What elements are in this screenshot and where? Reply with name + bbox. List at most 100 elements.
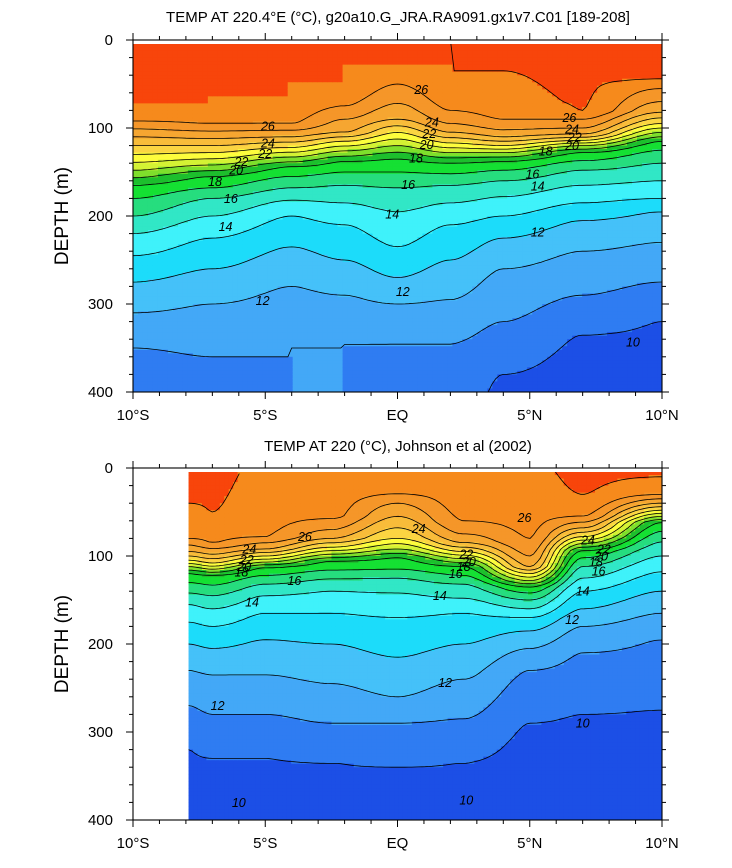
temperature-cell <box>267 296 274 302</box>
temperature-cell <box>322 194 329 199</box>
temperature-cell <box>252 289 259 295</box>
temperature-cell <box>202 184 209 189</box>
temperature-cell <box>222 314 229 319</box>
temperature-cell <box>307 363 314 368</box>
temperature-cell <box>267 138 274 143</box>
temperature-cell <box>347 275 354 280</box>
temperature-cell <box>232 135 239 140</box>
temperature-cell <box>267 374 274 379</box>
temperature-cell <box>317 356 324 361</box>
temperature-cell <box>367 293 374 298</box>
temperature-cell <box>162 163 169 168</box>
temperature-cell <box>272 96 279 101</box>
temperature-cell <box>172 349 179 354</box>
temperature-cell <box>202 339 209 344</box>
temperature-cell <box>227 318 234 323</box>
temperature-cell <box>272 332 279 337</box>
temperature-cell <box>262 110 269 115</box>
temperature-cell <box>297 261 304 266</box>
temperature-cell <box>282 205 289 210</box>
temperature-cell <box>327 275 334 280</box>
temperature-cell <box>177 247 184 252</box>
temperature-cell <box>302 205 309 210</box>
temperature-cell <box>332 142 339 147</box>
temperature-cell <box>267 335 274 340</box>
temperature-cell <box>272 170 279 175</box>
temperature-cell <box>362 233 369 238</box>
temperature-cell <box>332 44 339 48</box>
temperature-cell <box>332 335 339 340</box>
temperature-cell <box>177 201 184 207</box>
temperature-cell <box>337 138 344 143</box>
temperature-cell <box>277 82 284 87</box>
temperature-cell <box>267 282 274 287</box>
temperature-cell <box>257 353 264 358</box>
temperature-cell <box>172 272 179 277</box>
temperature-cell <box>277 293 284 298</box>
temperature-cell <box>312 201 319 207</box>
temperature-cell <box>332 300 339 305</box>
temperature-cell <box>167 142 174 147</box>
temperature-cell <box>192 194 199 199</box>
temperature-cell <box>157 92 164 97</box>
temperature-cell <box>277 296 284 302</box>
temperature-cell <box>377 156 384 161</box>
temperature-cell <box>312 173 319 178</box>
temperature-cell <box>337 163 344 168</box>
temperature-cell <box>217 279 224 284</box>
temperature-cell <box>377 275 384 280</box>
temperature-cell <box>297 117 304 122</box>
temperature-cell <box>237 370 244 375</box>
temperature-cell <box>337 110 344 115</box>
temperature-cell <box>142 177 149 182</box>
temperature-cell <box>157 370 164 375</box>
temperature-cell <box>262 54 269 59</box>
temperature-cell <box>137 71 144 76</box>
temperature-cell <box>212 223 219 228</box>
temperature-cell <box>327 300 334 305</box>
temperature-cell <box>222 71 229 76</box>
temperature-cell <box>217 177 224 182</box>
temperature-cell <box>192 254 199 259</box>
temperature-cell <box>167 124 174 129</box>
temperature-cell <box>182 360 189 365</box>
temperature-cell <box>237 300 244 305</box>
temperature-cell <box>212 135 219 140</box>
temperature-cell <box>367 216 374 221</box>
temperature-cell <box>182 321 189 326</box>
temperature-cell <box>197 293 204 298</box>
temperature-cell <box>202 261 209 266</box>
temperature-cell <box>197 374 204 379</box>
temperature-cell <box>372 268 379 273</box>
temperature-cell <box>167 342 174 347</box>
temperature-cell <box>177 275 184 280</box>
temperature-cell <box>257 247 264 252</box>
temperature-cell <box>217 44 224 48</box>
temperature-cell <box>247 374 254 379</box>
temperature-cell <box>317 57 324 62</box>
temperature-cell <box>252 82 259 87</box>
temperature-cell <box>167 208 174 214</box>
temperature-cell <box>312 328 319 333</box>
temperature-cell <box>157 99 164 104</box>
temperature-cell <box>312 57 319 62</box>
temperature-cell <box>362 289 369 295</box>
temperature-cell <box>232 57 239 62</box>
temperature-cell <box>232 328 239 333</box>
temperature-cell <box>212 44 219 48</box>
temperature-cell <box>367 194 374 199</box>
temperature-cell <box>133 314 139 319</box>
temperature-cell <box>217 275 224 280</box>
temperature-cell <box>172 254 179 259</box>
temperature-cell <box>237 325 244 330</box>
temperature-cell <box>177 92 184 97</box>
temperature-cell <box>232 240 239 245</box>
temperature-cell <box>272 251 279 256</box>
temperature-cell <box>252 61 259 66</box>
temperature-cell <box>372 64 379 69</box>
temperature-cell <box>317 92 324 97</box>
temperature-cell <box>357 223 364 228</box>
temperature-cell <box>172 110 179 115</box>
temperature-cell <box>332 191 339 196</box>
temperature-cell <box>282 219 289 224</box>
